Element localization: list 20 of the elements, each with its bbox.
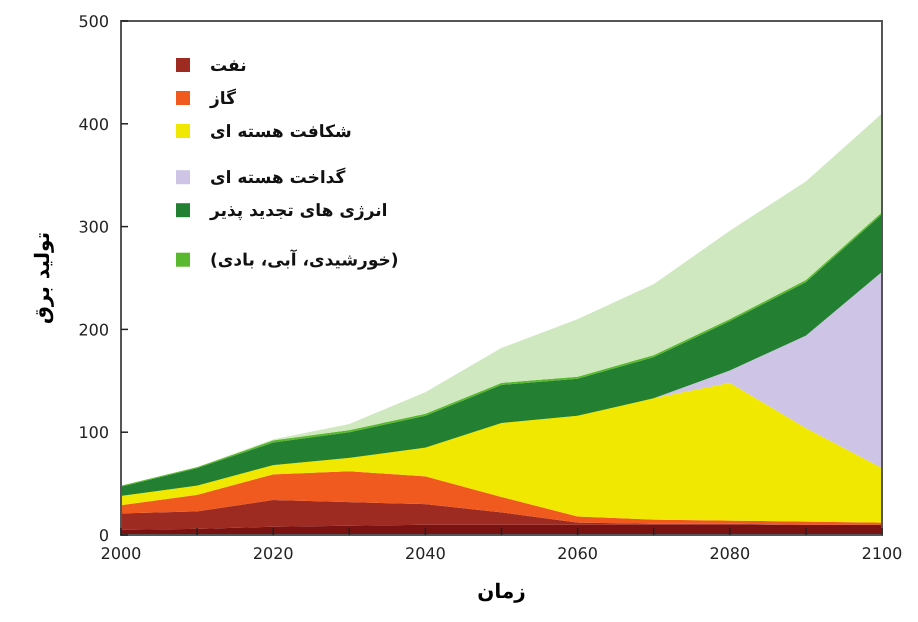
legend-label: گداخت هسته ای (210, 167, 346, 188)
x-tick-label: 2100 (862, 544, 902, 563)
y-tick-label: 500 (78, 12, 109, 31)
x-tick-label: 2000 (100, 544, 142, 563)
legend-label: شکافت هسته ای (210, 122, 352, 142)
y-tick-label: 100 (78, 423, 109, 442)
x-tick-label: 2040 (405, 544, 446, 563)
legend-label: انرژی های تجدید پذیر (209, 201, 388, 222)
legend-label: گاز (209, 88, 236, 109)
x-tick-label: 2080 (709, 544, 750, 563)
y-tick-label: 0 (98, 526, 109, 545)
y-tick-label: 300 (78, 218, 109, 237)
x-axis-title: زمان (477, 579, 526, 603)
y-tick-label: 400 (78, 114, 109, 134)
y-tick-label: 200 (78, 320, 109, 340)
x-tick-label: 2060 (557, 544, 598, 563)
legend-label: نفت (210, 56, 247, 76)
y-axis-title: تولید برق (30, 232, 54, 324)
x-tick-label: 2020 (252, 544, 294, 563)
legend-label: (خورشیدی، آبی، بادی) (210, 248, 399, 271)
